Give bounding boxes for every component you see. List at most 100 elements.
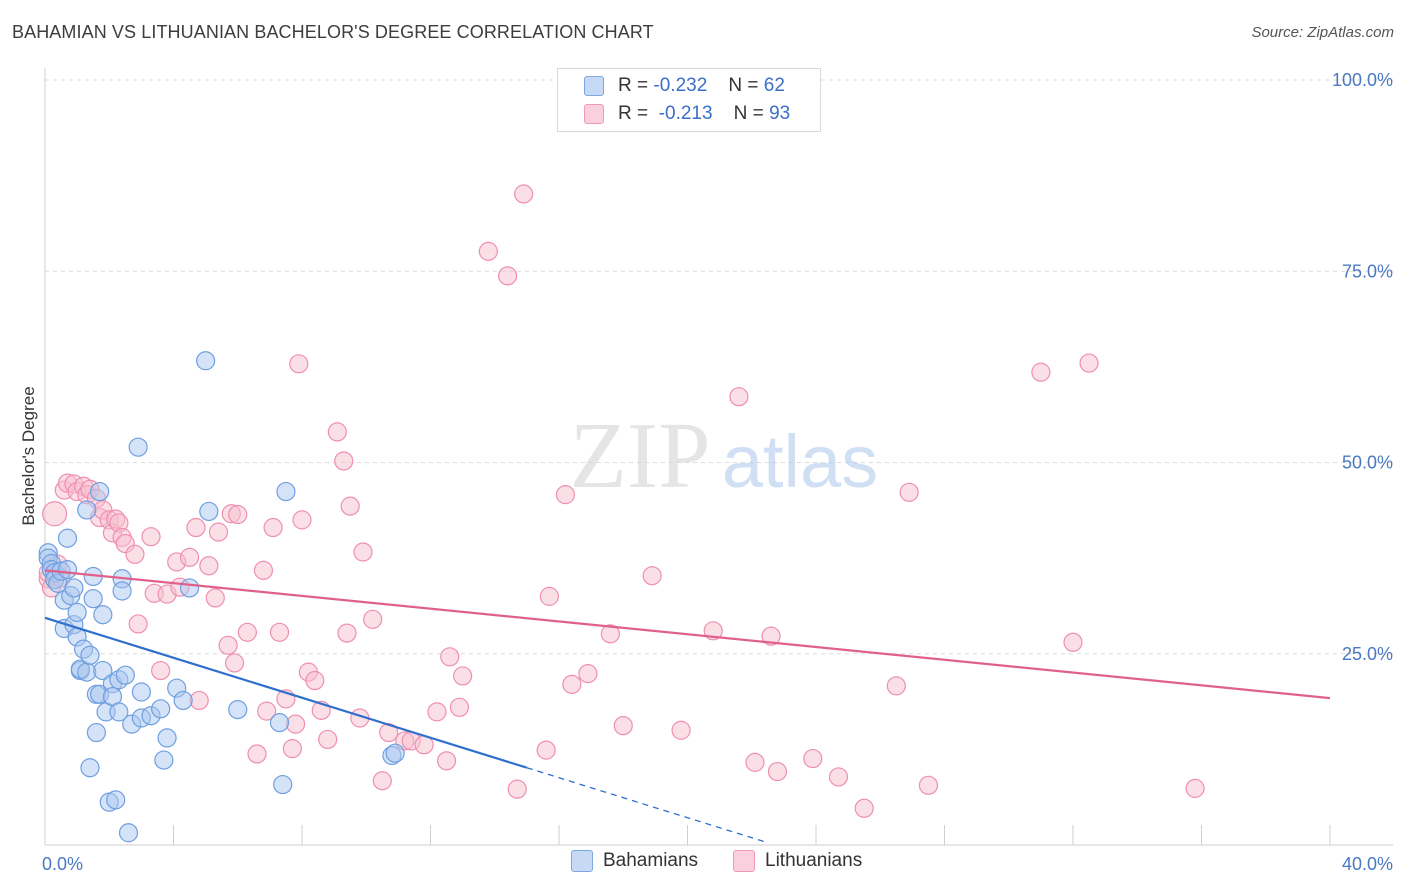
lithuanians-point-70 (449, 697, 470, 717)
lithuanians-point-44 (263, 517, 283, 538)
lithuanians-point-80 (578, 664, 598, 684)
lithuanians-point-61 (363, 609, 383, 629)
x-tick-label-min: 0.0% (42, 854, 83, 874)
lithuanians-point-74 (507, 779, 527, 799)
lithuanians-point-76 (536, 740, 556, 760)
source-credit: Source: ZipAtlas.com (1251, 24, 1394, 41)
lithuanians-point-73 (498, 266, 518, 286)
lithuanians-legend-label: Lithuanians (765, 850, 863, 871)
lithuanians-point-31 (186, 517, 206, 538)
bahamians-point-40 (112, 581, 132, 601)
bahamians-point-55 (199, 501, 219, 522)
tick-labels: 100.0% 75.0% 50.0% 25.0% 0.0% 40.0% (42, 70, 1393, 874)
legend-r-value: -0.213 (658, 103, 713, 124)
lithuanians-swatch (584, 104, 604, 124)
lithuanians-point-83 (642, 566, 662, 586)
lithuanians-point-90 (803, 748, 823, 769)
series-legend-lithuanians[interactable]: Lithuanians (733, 850, 862, 872)
grid-lines (45, 79, 1393, 655)
lithuanians-point-97 (1063, 632, 1083, 652)
lithuanians-point-38 (224, 653, 245, 673)
lithuanians-point-34 (205, 588, 225, 608)
bahamians-point-21 (77, 500, 97, 520)
lithuanians-point-47 (282, 739, 302, 759)
bahamians-trend-line (44, 616, 528, 769)
bahamians-point-37 (109, 702, 129, 722)
bahamians-point-31 (93, 605, 113, 625)
lithuanians-point-78 (555, 485, 576, 505)
y-axis-label: Bachelor's Degree (19, 386, 38, 525)
bahamians-point-26 (86, 722, 107, 743)
legend-n-value: 93 (769, 103, 791, 124)
lithuanians-point-22 (125, 544, 145, 564)
bahamians-trend-extension (526, 767, 769, 844)
series-legend: Bahamians Lithuanians (0, 850, 1406, 878)
bahamians-point-36 (106, 790, 126, 810)
axes (44, 68, 1393, 846)
lithuanians-point-33 (199, 556, 219, 576)
lithuanians-point-84 (671, 720, 691, 740)
watermark-atlas: atlas (722, 420, 878, 503)
lithuanians-point-42 (253, 560, 274, 580)
watermark-zip: ZIP (570, 404, 711, 508)
lithuanians-point-36 (218, 635, 238, 655)
lithuanians-point-71 (453, 666, 473, 686)
bahamians-swatch (584, 76, 604, 96)
lithuanians-point-52 (305, 670, 325, 691)
lithuanians-point-30 (179, 547, 200, 567)
chart-title: BAHAMIAN VS LITHUANIAN BACHELOR'S DEGREE… (12, 22, 654, 42)
bahamians-point-58 (273, 774, 293, 795)
y-tick-label-3: 25.0% (1342, 644, 1393, 664)
bahamians-legend-swatch (571, 850, 593, 872)
lithuanians-point-77 (539, 586, 559, 606)
lithuanians-point-43 (257, 701, 277, 721)
series-legend-bahamians[interactable]: Bahamians (571, 850, 698, 872)
lithuanians-point-49 (289, 354, 309, 374)
lithuanians-point-63 (379, 722, 399, 743)
bahamians-point-29 (90, 481, 110, 502)
lithuanians-point-86 (729, 387, 749, 407)
bahamians-point-22 (80, 758, 100, 778)
bahamians-legend-label: Bahamians (603, 850, 699, 871)
lithuanians-point-94 (899, 482, 919, 502)
bahamians-point-30 (93, 660, 113, 681)
lithuanians-point-45 (269, 622, 290, 642)
lithuanians-point-93 (886, 676, 906, 696)
bahamians-point-13 (64, 578, 84, 598)
lithuanians-trend-line (44, 569, 1331, 700)
bahamians-point-49 (154, 750, 174, 770)
lithuanians-point-75 (514, 184, 534, 204)
lithuanians-point-98 (1079, 353, 1099, 373)
bahamians-point-50 (157, 728, 177, 748)
lithuanians-point-57 (337, 623, 357, 643)
lithuanians-point-99 (1185, 778, 1205, 798)
bahamians-point-11 (57, 528, 78, 548)
lithuanians-point-48 (285, 714, 306, 734)
bahamians-point-10 (57, 559, 78, 580)
lithuanians-point-60 (353, 542, 373, 562)
lithuanians-point-3 (42, 501, 68, 527)
lithuanians-point-72 (478, 241, 498, 261)
legend-r-value: -0.232 (653, 75, 708, 96)
lithuanians-point-79 (562, 674, 582, 694)
lithuanians-point-96 (1031, 362, 1051, 382)
lithuanians-point-69 (440, 647, 460, 667)
correlation-legend: R = -0.232 N = 62 R = -0.213 N = 93 (557, 68, 821, 132)
y-tick-label-2: 50.0% (1342, 453, 1393, 473)
bahamians-point-44 (128, 437, 148, 457)
lithuanians-point-81 (600, 624, 621, 644)
legend-r-label: R = (618, 75, 649, 96)
bahamians-point-15 (67, 602, 87, 623)
legend-r-label: R = (618, 103, 649, 124)
lithuanians-point-92 (854, 798, 874, 818)
lithuanians-point-35 (208, 522, 229, 542)
bahamians-points (38, 351, 405, 843)
bahamians-point-53 (179, 578, 200, 598)
lithuanians-point-40 (237, 622, 257, 642)
lithuanians-point-88 (761, 626, 781, 646)
legend-n-value: 62 (763, 75, 785, 96)
lithuanians-points (38, 184, 1205, 818)
legend-row-bahamians: R = -0.232 N = 62 (584, 74, 785, 98)
lithuanians-point-55 (327, 422, 347, 442)
lithuanians-point-39 (228, 504, 248, 525)
